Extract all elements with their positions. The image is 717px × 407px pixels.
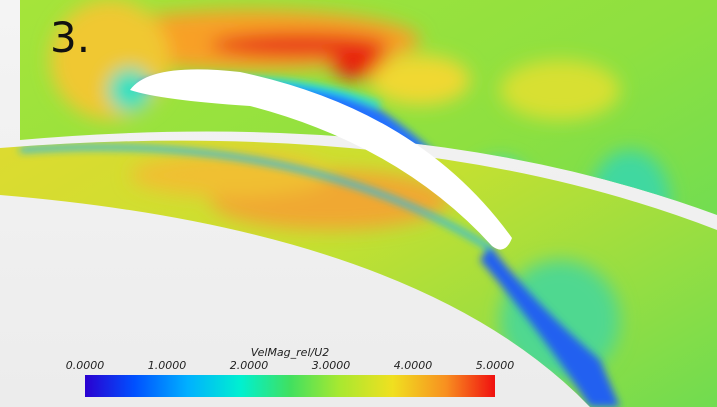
colorbar-tick-label: 3.0000 <box>312 359 351 372</box>
flow-field-view: 3. VelMag_rel/U2 0.0000 1.0000 2.0000 3.000… <box>0 0 717 407</box>
colorbar-tick-label: 5.0000 <box>476 359 515 372</box>
colorbar-tick-label: 2.0000 <box>230 359 269 372</box>
colorbar-tick-label: 4.0000 <box>394 359 433 372</box>
colorbar-tick-label: 0.0000 <box>66 359 105 372</box>
figure-label: 3. <box>50 13 90 62</box>
colorbar-title: VelMag_rel/U2 <box>251 346 330 359</box>
colorbar-tick-label: 1.0000 <box>148 359 187 372</box>
colorbar <box>85 375 495 397</box>
